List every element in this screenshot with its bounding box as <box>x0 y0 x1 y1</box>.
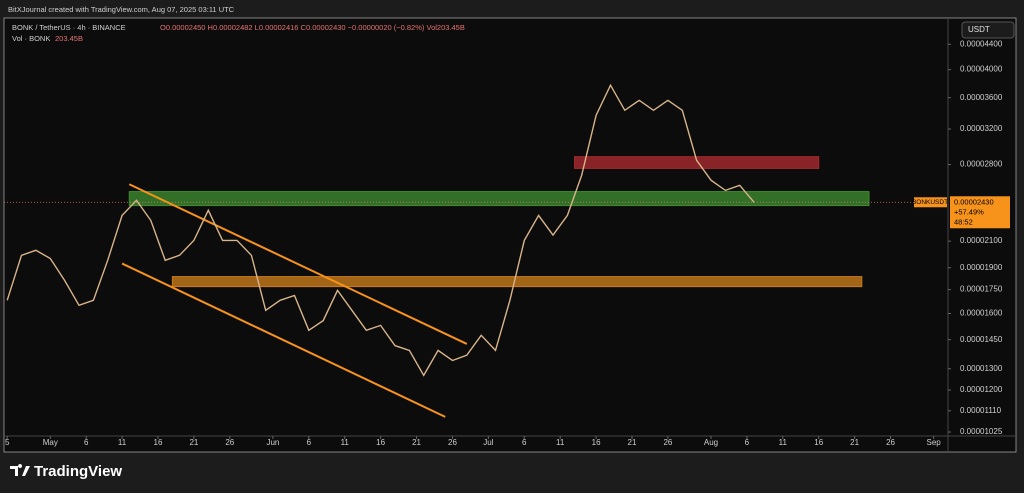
symbol-tag-text: BONKUSDT <box>912 199 948 206</box>
y-tick-label: 0.00001750 <box>960 285 1003 294</box>
x-tick-label: 6 <box>745 438 750 447</box>
x-tick-label: 11 <box>779 438 788 447</box>
x-tick-label: 11 <box>118 438 127 447</box>
x-tick-label: 16 <box>154 438 163 447</box>
volume-label: Vol · BONK <box>12 34 50 43</box>
price-line-series <box>6 83 755 377</box>
x-tick-label: Jul <box>483 438 493 447</box>
logo <box>10 464 30 476</box>
x-tick-label: 21 <box>189 438 198 447</box>
zone <box>574 156 820 169</box>
ohlc: O0.00002450 H0.00002482 L0.00002416 C0.0… <box>160 23 465 32</box>
x-tick-label: May <box>43 438 58 447</box>
y-tick-label: 0.00001300 <box>960 364 1003 373</box>
x-tick-label: 21 <box>412 438 421 447</box>
x-tick-label: 11 <box>556 438 565 447</box>
x-tick-label: 26 <box>663 438 672 447</box>
x-tick-label: Jun <box>266 438 279 447</box>
y-tick-label: 0.00001110 <box>960 406 1002 415</box>
y-tick-label: 0.00001025 <box>960 427 1003 436</box>
x-tick-label: 16 <box>814 438 823 447</box>
price-tag-change: +57.49% <box>954 207 984 216</box>
x-tick-label: Sep <box>927 438 942 447</box>
currency-box[interactable] <box>961 21 1015 39</box>
x-tick-label: 11 <box>341 438 350 447</box>
x-tick-label: 6 <box>307 438 312 447</box>
x-tick-label: 21 <box>850 438 859 447</box>
x-tick-label: 16 <box>376 438 385 447</box>
y-tick-label: 0.00002800 <box>960 160 1003 169</box>
y-tick-label: 0.00001600 <box>960 309 1003 318</box>
y-tick-label: 0.00003600 <box>960 93 1003 102</box>
credit: BitXJournal created with TradingView.com… <box>8 5 235 14</box>
x-tick-label: 5 <box>5 438 10 447</box>
currency[interactable]: USDT <box>968 25 990 34</box>
zone <box>128 191 870 207</box>
price-tag-countdown: 48:52 <box>954 217 973 226</box>
y-tick-label: 0.00003200 <box>960 124 1003 133</box>
zone <box>171 276 863 288</box>
x-tick-label: 6 <box>84 438 89 447</box>
y-tick-label: 0.00001900 <box>960 263 1003 272</box>
volume-value: 203.45B <box>55 34 83 43</box>
y-tick-label: 0.00001200 <box>960 385 1003 394</box>
x-tick-label: 26 <box>225 438 234 447</box>
trendline <box>128 183 468 345</box>
y-tick-label: 0.00001450 <box>960 335 1003 344</box>
y-tick-label: 0.00002100 <box>960 236 1003 245</box>
y-tick-label: 0.00004000 <box>960 65 1003 74</box>
logo-mark <box>10 464 30 476</box>
price-tag <box>950 196 1010 229</box>
brand: TradingView <box>34 463 122 480</box>
x-tick-label: 26 <box>448 438 457 447</box>
x-tick-label: 6 <box>522 438 527 447</box>
x-tick-label: 26 <box>886 438 895 447</box>
trendline <box>121 262 446 418</box>
chart-panel <box>3 17 1017 453</box>
price-tag-value: 0.00002430 <box>954 197 994 206</box>
x-tick-label: Aug <box>704 438 718 447</box>
symbol-tag <box>914 197 947 208</box>
x-tick-label: 21 <box>628 438 637 447</box>
x-tick-label: 16 <box>592 438 601 447</box>
symbol: BONK / TetherUS · 4h · BINANCE <box>12 23 126 32</box>
y-tick-label: 0.00004400 <box>960 39 1003 48</box>
